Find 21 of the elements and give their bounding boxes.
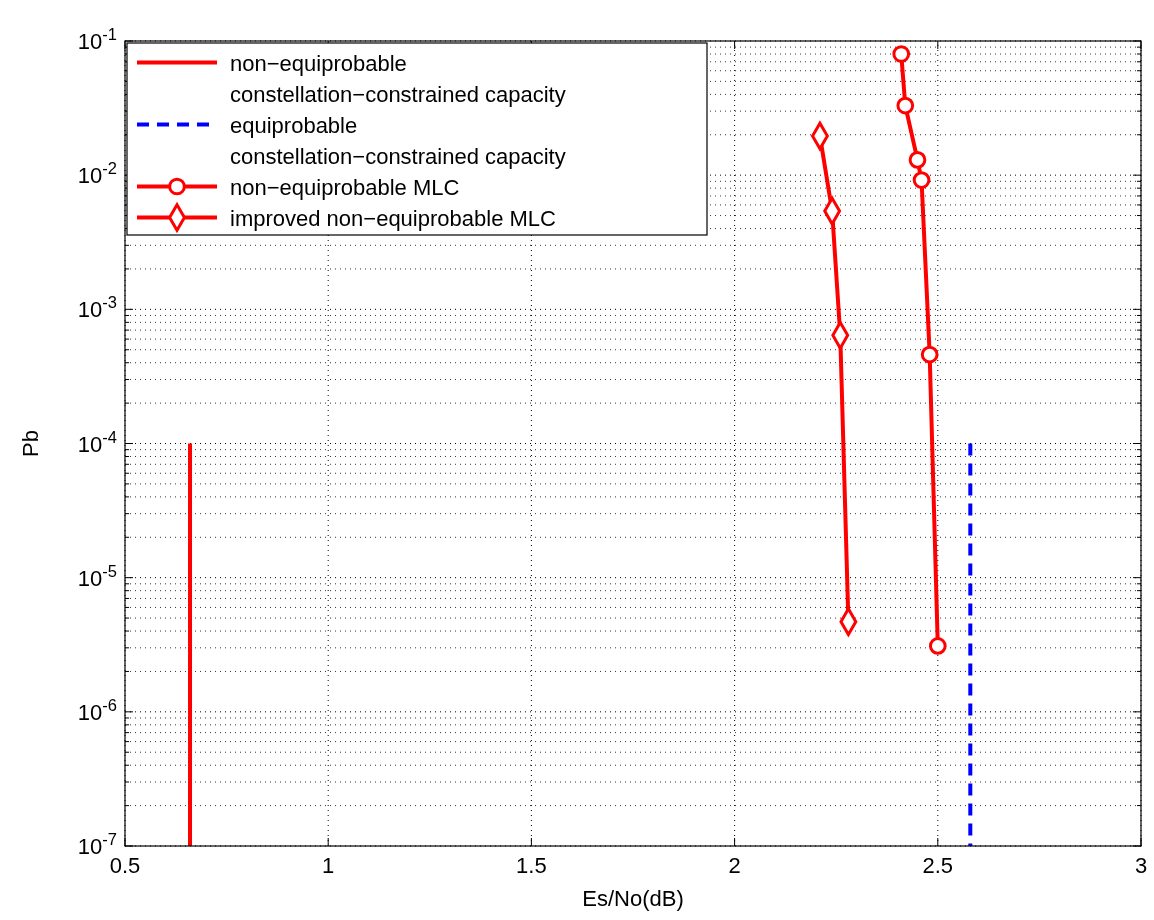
legend-label: non−equiprobable MLC bbox=[230, 174, 460, 200]
point bbox=[896, 96, 915, 115]
point bbox=[920, 345, 939, 364]
y-tick-label: 10$^{-5}$ bbox=[77, 561, 117, 591]
y-tick-label: 10$^{-6}$ bbox=[77, 695, 117, 725]
y-tick-label: 10$^{-3}$ bbox=[77, 293, 117, 323]
x-tick-label: 2 bbox=[728, 853, 741, 878]
y-tick-label: 10$^{-1}$ bbox=[77, 25, 117, 54]
y-tick-label: 10$^{-4}$ bbox=[77, 427, 117, 457]
point bbox=[908, 151, 927, 169]
x-tick-label: 1 bbox=[322, 853, 335, 878]
point bbox=[912, 171, 931, 189]
legend-label: improved non−equiprobable MLC bbox=[230, 205, 557, 231]
x-axis-title: Es/No(dB) bbox=[582, 886, 684, 911]
point bbox=[892, 45, 911, 63]
y-axis-title: Pb bbox=[18, 430, 43, 457]
y-tick-label: 10$^{-2}$ bbox=[77, 159, 117, 189]
x-tick-label: 2.5 bbox=[922, 853, 954, 878]
x-tick-label: 1.5 bbox=[516, 853, 547, 878]
x-tick-label: 3 bbox=[1134, 853, 1148, 878]
point bbox=[928, 637, 947, 655]
